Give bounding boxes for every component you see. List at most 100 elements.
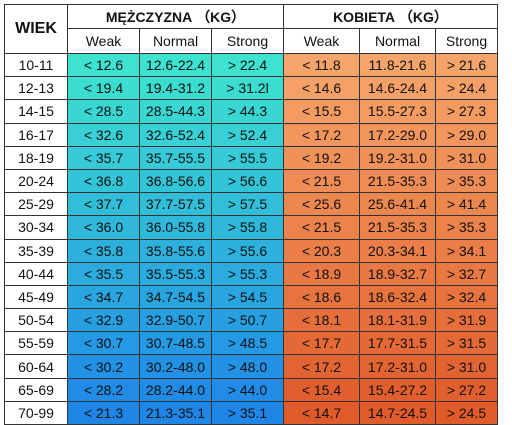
female-weak-cell: < 21.5 — [283, 168, 360, 194]
female-weak-cell: < 17.7 — [283, 331, 360, 356]
female-strong-cell: > 31.9 — [435, 308, 498, 333]
male-normal-cell: 32.6-52.4 — [139, 122, 212, 147]
age-range-cell: 25-29 — [4, 192, 68, 217]
female-strong-cell: > 27.2 — [435, 377, 498, 402]
female-strong-cell: > 31.5 — [435, 331, 498, 356]
male-strong-cell: > 56.6 — [211, 168, 284, 194]
female-normal-cell: 18.6-32.4 — [359, 284, 436, 310]
male-strong-cell: > 31.2l — [211, 76, 284, 101]
female-strong-cell: > 21.6 — [435, 52, 498, 78]
male-weak-cell: < 30.2 — [67, 354, 140, 379]
female-strong-cell: > 29.0 — [435, 122, 498, 147]
table-row: 50-54 < 32.9 32.9-50.7 > 50.7 < 18.1 18.1-31.… — [4, 308, 498, 333]
female-strong-cell: > 41.4 — [435, 192, 498, 217]
male-strong-cell: > 55.5 — [211, 145, 284, 170]
male-weak-cell: < 34.7 — [67, 284, 140, 310]
male-normal-cell: 28.5-44.3 — [139, 99, 212, 124]
male-group-header: MĘŻCZYZNA （KG） — [67, 4, 284, 29]
male-strong-cell: > 48.0 — [211, 354, 284, 379]
male-normal-cell: 36.8-56.6 — [139, 168, 212, 194]
male-normal-cell: 32.9-50.7 — [139, 308, 212, 333]
table-row: 40-44 < 35.5 35.5-55.3 > 55.3 < 18.9 18.9-32.… — [4, 261, 498, 286]
age-range-cell: 55-59 — [4, 331, 68, 356]
female-group-header: KOBIETA （KG） — [283, 4, 498, 29]
male-strong-cell: > 44.3 — [211, 99, 284, 124]
male-weak-cell: < 32.9 — [67, 308, 140, 333]
male-normal-cell: 34.7-54.5 — [139, 284, 212, 310]
female-strong-cell: > 27.3 — [435, 99, 498, 124]
female-weak-cell: < 15.5 — [283, 99, 360, 124]
male-weak-cell: < 19.4 — [67, 76, 140, 101]
female-strong-cell: > 32.4 — [435, 284, 498, 310]
female-strong-header: Strong — [435, 28, 498, 54]
table-row: 14-15 < 28.5 28.5-44.3 > 44.3 < 15.5 15.5-27.… — [4, 99, 498, 124]
male-normal-cell: 37.7-57.5 — [139, 192, 212, 217]
age-range-cell: 16-17 — [4, 122, 68, 147]
table-row: 16-17 < 32.6 32.6-52.4 > 52.4 < 17.2 17.2-29.… — [4, 122, 498, 147]
female-strong-cell: > 31.0 — [435, 354, 498, 379]
male-strong-cell: > 50.7 — [211, 308, 284, 333]
male-normal-cell: 35.5-55.3 — [139, 261, 212, 286]
male-strong-cell: > 52.4 — [211, 122, 284, 147]
male-weak-cell: < 35.7 — [67, 145, 140, 170]
female-normal-cell: 20.3-34.1 — [359, 238, 436, 263]
male-weak-cell: < 28.5 — [67, 99, 140, 124]
female-strong-cell: > 24.5 — [435, 400, 498, 425]
female-normal-cell: 14.7-24.5 — [359, 400, 436, 425]
male-normal-cell: 28.2-44.0 — [139, 377, 212, 402]
female-weak-cell: < 17.2 — [283, 122, 360, 147]
female-strong-cell: > 35.3 — [435, 168, 498, 194]
female-weak-cell: < 20.3 — [283, 238, 360, 263]
female-normal-header: Normal — [359, 28, 436, 54]
female-strong-cell: > 24.4 — [435, 76, 498, 101]
female-normal-cell: 14.6-24.4 — [359, 76, 436, 101]
age-range-cell: 65-69 — [4, 377, 68, 402]
age-range-cell: 30-34 — [4, 215, 68, 240]
female-weak-cell: < 15.4 — [283, 377, 360, 402]
male-normal-cell: 30.7-48.5 — [139, 331, 212, 356]
male-weak-header: Weak — [67, 28, 140, 54]
male-normal-cell: 21.3-35.1 — [139, 400, 212, 425]
male-weak-cell: < 21.3 — [67, 400, 140, 425]
male-normal-cell: 36.0-55.8 — [139, 215, 212, 240]
female-strong-cell: > 34.1 — [435, 238, 498, 263]
male-weak-cell: < 35.5 — [67, 261, 140, 286]
female-strong-cell: > 32.7 — [435, 261, 498, 286]
male-strong-header: Strong — [211, 28, 284, 54]
female-normal-cell: 15.4-27.2 — [359, 377, 436, 402]
age-range-cell: 20-24 — [4, 168, 68, 194]
male-weak-cell: < 30.7 — [67, 331, 140, 356]
grip-strength-table-container: WIEK MĘŻCZYZNA （KG） KOBIETA （KG） Weak No… — [4, 4, 498, 425]
female-normal-cell: 21.5-35.3 — [359, 215, 436, 240]
male-strong-cell: > 57.5 — [211, 192, 284, 217]
table-row: 55-59 < 30.7 30.7-48.5 > 48.5 < 17.7 17.7-31.… — [4, 331, 498, 356]
female-weak-header: Weak — [283, 28, 360, 54]
age-range-cell: 12-13 — [4, 76, 68, 101]
table-row: 65-69 < 28.2 28.2-44.0 > 44.0 < 15.4 15.4-27.… — [4, 377, 498, 402]
table-body: 10-11 < 12.6 12.6-22.4 > 22.4 < 11.8 11.8-21.… — [4, 52, 498, 425]
age-column-header: WIEK — [4, 4, 68, 54]
female-weak-cell: < 25.6 — [283, 192, 360, 217]
age-range-cell: 10-11 — [4, 52, 68, 78]
male-normal-cell: 12.6-22.4 — [139, 52, 212, 78]
table-row: 60-64 < 30.2 30.2-48.0 > 48.0 < 17.2 17.2-31.… — [4, 354, 498, 379]
female-weak-cell: < 14.6 — [283, 76, 360, 101]
male-weak-cell: < 32.6 — [67, 122, 140, 147]
female-strong-cell: > 35.3 — [435, 215, 498, 240]
female-normal-cell: 19.2-31.0 — [359, 145, 436, 170]
age-range-cell: 70-99 — [4, 400, 68, 425]
male-strong-cell: > 55.8 — [211, 215, 284, 240]
female-weak-cell: < 21.5 — [283, 215, 360, 240]
female-weak-cell: < 19.2 — [283, 145, 360, 170]
male-normal-cell: 30.2-48.0 — [139, 354, 212, 379]
age-range-cell: 60-64 — [4, 354, 68, 379]
age-range-cell: 35-39 — [4, 238, 68, 263]
male-weak-cell: < 35.8 — [67, 238, 140, 263]
table-row: 18-19 < 35.7 35.7-55.5 > 55.5 < 19.2 19.2-31.… — [4, 145, 498, 170]
female-weak-cell: < 17.2 — [283, 354, 360, 379]
male-strong-cell: > 48.5 — [211, 331, 284, 356]
female-normal-cell: 15.5-27.3 — [359, 99, 436, 124]
female-strong-cell: > 31.0 — [435, 145, 498, 170]
male-normal-cell: 19.4-31.2 — [139, 76, 212, 101]
male-strong-cell: > 54.5 — [211, 284, 284, 310]
